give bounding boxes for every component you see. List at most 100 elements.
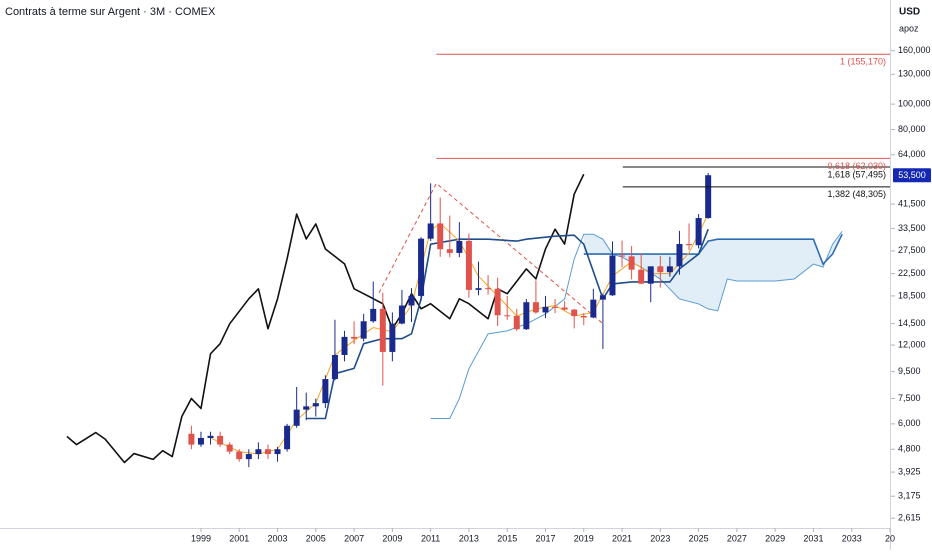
- x-tick-label: 2003: [268, 533, 288, 543]
- x-tick-label: 2009: [382, 533, 402, 543]
- candle-body: [427, 223, 434, 239]
- candle-body: [695, 218, 702, 246]
- y-tick-label: 33,500: [898, 223, 926, 233]
- candle-body: [322, 379, 329, 404]
- x-tick-label: 2015: [497, 533, 517, 543]
- x-tick-label: 2005: [306, 533, 326, 543]
- overlay-line: [66, 173, 585, 464]
- cloud-span-b: [583, 233, 843, 266]
- y-tick-label: 18,500: [898, 290, 926, 300]
- y-tick-label: 80,000: [898, 124, 926, 134]
- candle-body: [676, 244, 683, 267]
- y-tick-label: 3,925: [898, 466, 921, 476]
- y-tick-label: 160,000: [898, 45, 931, 55]
- candle-body: [705, 175, 712, 219]
- y-tick-label: 12,000: [898, 339, 926, 349]
- candle-body: [494, 288, 501, 316]
- plot-area: [66, 53, 890, 468]
- y-tick-label: 64,000: [898, 149, 926, 159]
- candle-body: [197, 437, 204, 445]
- candle-body: [571, 309, 578, 317]
- x-tick-label: 2019: [574, 533, 594, 543]
- y-tick-label: 14,500: [898, 318, 926, 328]
- candle-body: [638, 269, 645, 284]
- y-tick-label: 9,500: [898, 366, 921, 376]
- candle-body: [226, 444, 233, 452]
- fib-level-label: 0,618 (62,030): [827, 161, 886, 171]
- trend-line: [378, 182, 604, 324]
- overlay-line: [306, 228, 709, 420]
- candle-body: [437, 223, 444, 250]
- candle-body: [523, 302, 530, 330]
- x-tick-label: 2031: [803, 533, 823, 543]
- candle-body: [580, 316, 587, 318]
- candle-body: [370, 308, 377, 322]
- last-price-box: [893, 168, 931, 183]
- x-tick-label: 2001: [229, 533, 249, 543]
- scale-label: apoz: [899, 23, 919, 33]
- candle-body: [504, 315, 511, 317]
- candle-body: [628, 256, 635, 270]
- candle-body: [599, 295, 606, 300]
- candle-body: [542, 306, 549, 313]
- candle-body: [513, 316, 520, 330]
- candle-body: [264, 449, 271, 455]
- candle-body: [398, 305, 405, 324]
- candle-body: [245, 454, 252, 460]
- x-tick-label: 2023: [650, 533, 670, 543]
- candle-body: [379, 308, 386, 352]
- x-tick-label: 2021: [612, 533, 632, 543]
- candle-body: [686, 244, 693, 246]
- y-tick-label: 100,000: [898, 99, 931, 109]
- candle-body: [360, 321, 367, 339]
- y-tick-label: 41,500: [898, 198, 926, 208]
- candle-body: [207, 435, 214, 438]
- candle-body: [552, 306, 559, 308]
- x-tick-label: 2017: [535, 533, 555, 543]
- fib-level-label: 1,382 (48,305): [827, 189, 886, 199]
- y-tick-label: 22,500: [898, 268, 926, 278]
- candle-body: [236, 451, 243, 460]
- candle-body: [351, 336, 358, 339]
- candle-body: [647, 266, 654, 284]
- axes: 160,000 130,000 100,000 80,000 64,000 41,500 3…: [191, 45, 931, 543]
- candle-body: [561, 307, 568, 310]
- candle-body: [255, 449, 262, 455]
- candle-body: [341, 336, 348, 355]
- candle-body: [609, 255, 616, 296]
- candle-body: [590, 299, 597, 318]
- y-tick-label: 7,500: [898, 393, 921, 403]
- x-tick-label: 2027: [727, 533, 747, 543]
- y-tick-label: 27,500: [898, 245, 926, 255]
- x-tick-label: 1999: [191, 533, 211, 543]
- y-tick-label: 4,800: [898, 444, 921, 454]
- candle-body: [465, 240, 472, 290]
- candle-body: [418, 238, 425, 296]
- candle-body: [389, 323, 396, 352]
- candle-body: [408, 295, 415, 306]
- x-tick-label: 2011: [421, 533, 440, 543]
- y-tick-label: 130,000: [898, 69, 931, 79]
- cloud-fill: [583, 231, 843, 311]
- candle-body: [475, 288, 482, 290]
- candle-body: [312, 403, 319, 407]
- price-axis-panel: [891, 0, 932, 550]
- candle-body: [657, 266, 664, 273]
- candle-body: [331, 354, 338, 380]
- x-tick-label: 2007: [344, 533, 364, 543]
- candle-body: [666, 266, 673, 273]
- candle-body: [485, 288, 492, 290]
- candle-body: [456, 240, 463, 253]
- x-tick-label: 2013: [459, 533, 479, 543]
- x-tick-label: 2029: [765, 533, 785, 543]
- x-tick-label: 20: [885, 533, 895, 543]
- candle-body: [284, 425, 291, 450]
- y-tick-label: 2,615: [898, 513, 921, 523]
- y-tick-label: 6,000: [898, 418, 921, 428]
- last-price-label: 53,500: [898, 170, 926, 180]
- candle-body: [303, 406, 310, 410]
- candle-body: [188, 433, 195, 445]
- y-tick-label: 3,175: [898, 491, 921, 501]
